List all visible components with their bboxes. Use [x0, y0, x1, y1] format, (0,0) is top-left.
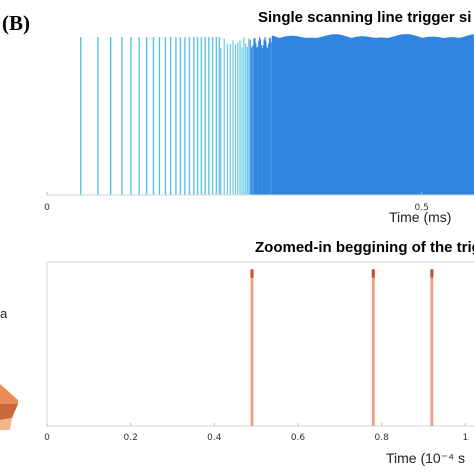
chart-top-dense-edge: [271, 34, 474, 42]
chart-top-ticks: 0 0.5: [44, 192, 429, 213]
chart-bottom-tick-label: 0.4: [207, 433, 222, 443]
chart-bottom-tick-label: 1: [462, 433, 468, 443]
chart-bottom-tick-label: 0.2: [124, 433, 138, 443]
panel-label: (B): [2, 11, 30, 35]
chart-bottom-pulse-tip: [430, 269, 434, 278]
chart-bottom: Zoomed-in beggining of the trigg 0 0.2 0.4…: [44, 239, 474, 466]
chart-top-dense-region: [271, 39, 474, 196]
chart-bottom-title: Zoomed-in beggining of the trigg: [255, 239, 474, 256]
chart-top-tick-label: 0: [44, 203, 50, 213]
chart-bottom-series: [250, 269, 434, 426]
chart-bottom-tick-label: 0.6: [291, 433, 306, 443]
chart-bottom-pulse: [250, 270, 254, 426]
chart-top-title: Single scanning line trigger si: [258, 9, 471, 26]
chart-bottom-pulse-tip: [250, 269, 254, 278]
chart-top-series: [80, 34, 474, 196]
chart-bottom-ticks: 0 0.2 0.4 0.6 0.8 1: [44, 423, 468, 443]
chart-top-xlabel: Time (ms): [389, 209, 451, 225]
left-fragment-shape: [0, 384, 18, 430]
chart-top-tick-label: 0.5: [415, 203, 429, 213]
chart-bottom-pulse-tip: [371, 269, 375, 278]
chart-bottom-xlabel: Time (10⁻⁴ s: [386, 450, 465, 466]
chart-top: Single scanning line trigger si 0 0.5 Tim…: [44, 9, 474, 225]
left-fragment-letter: a: [0, 306, 8, 321]
chart-bottom-pulse: [371, 270, 375, 426]
chart-bottom-pulse: [430, 270, 434, 426]
chart-bottom-tick-label: 0.8: [375, 433, 390, 443]
chart-bottom-tick-label: 0: [44, 433, 50, 443]
